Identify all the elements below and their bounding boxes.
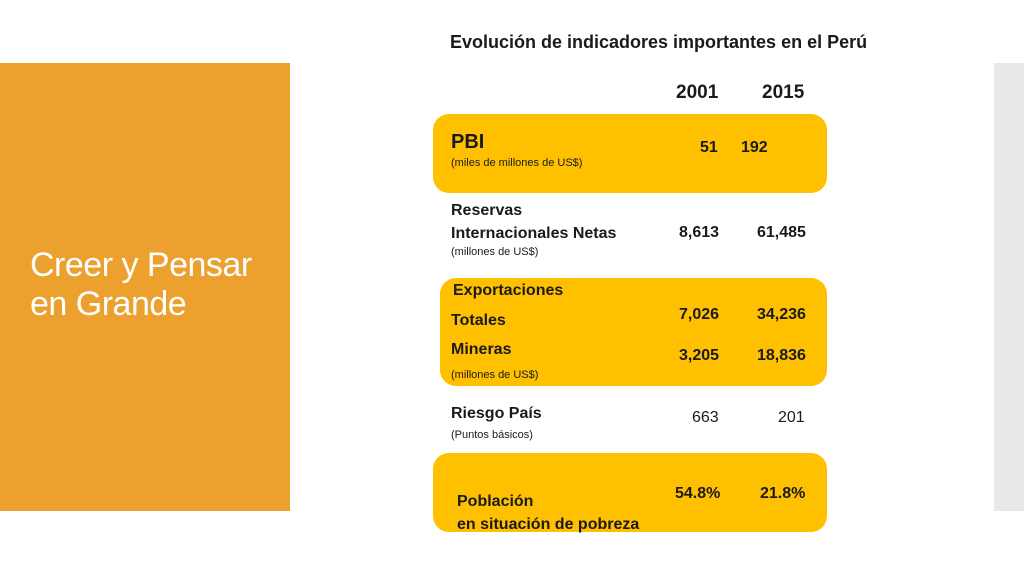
pbi-2015-value: 192: [741, 139, 768, 156]
reservas-unit: (millones de US$): [451, 246, 539, 258]
exportaciones-unit: (millones de US$): [451, 369, 539, 381]
side-bar: [994, 63, 1024, 511]
title-panel: [0, 63, 290, 511]
exportaciones-label: Exportaciones: [453, 282, 564, 299]
reservas-label-line2: Internacionales Netas: [451, 225, 617, 242]
pobreza-highlight-box: [433, 453, 827, 532]
year-2015-header: 2015: [762, 82, 805, 103]
pobreza-label-line1: Población: [457, 493, 534, 510]
year-2001-header: 2001: [676, 82, 719, 103]
exportaciones-mineras-2015-value: 18,836: [757, 347, 806, 364]
riesgo-label: Riesgo País: [451, 405, 542, 422]
pbi-2001-value: 51: [700, 139, 718, 156]
exportaciones-mineras-label: Mineras: [451, 341, 512, 358]
reservas-label-line1: Reservas: [451, 202, 523, 219]
exportaciones-mineras-2001-value: 3,205: [679, 347, 720, 364]
pbi-unit: (miles de millones de US$): [451, 157, 583, 169]
slide-title: Creer y Pensar en Grande: [30, 246, 252, 323]
pobreza-label-line2: en situación de pobreza: [457, 516, 640, 533]
exportaciones-highlight-box: [440, 278, 827, 386]
pobreza-2001-value: 54.8%: [675, 485, 721, 502]
pobreza-2015-value: 21.8%: [760, 485, 806, 502]
pbi-label: PBI: [451, 131, 485, 153]
table-heading: Evolución de indicadores importantes en …: [450, 32, 868, 52]
exportaciones-totales-2001-value: 7,026: [679, 306, 720, 323]
riesgo-unit: (Puntos básicos): [451, 429, 533, 441]
reservas-2015-value: 61,485: [757, 224, 806, 241]
riesgo-2015-value: 201: [778, 409, 805, 426]
reservas-2001-value: 8,613: [679, 224, 720, 241]
exportaciones-totales-label: Totales: [451, 312, 506, 329]
pbi-highlight-box: [433, 114, 827, 193]
riesgo-2001-value: 663: [692, 409, 719, 426]
exportaciones-totales-2015-value: 34,236: [757, 306, 806, 323]
